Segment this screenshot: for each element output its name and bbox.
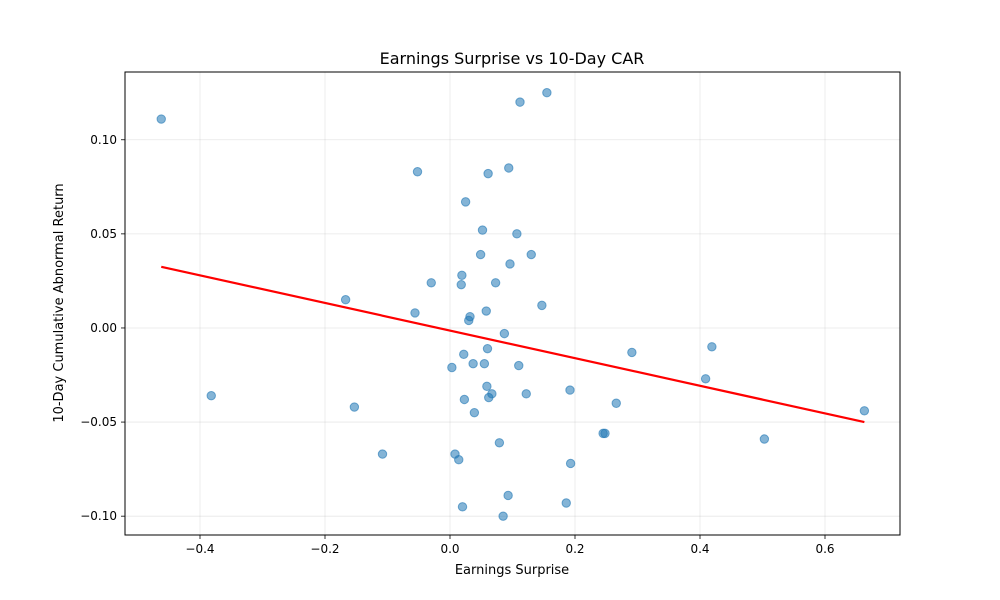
fit-line: [161, 265, 865, 424]
data-point: [707, 342, 717, 352]
y-tick-label: 0.05: [90, 227, 117, 241]
data-point: [469, 407, 480, 418]
data-point: [206, 391, 216, 401]
data-point: [459, 394, 470, 405]
data-point: [468, 359, 478, 369]
data-point: [505, 259, 515, 269]
data-point: [349, 402, 360, 412]
data-point: [457, 502, 468, 512]
data-point: [454, 455, 464, 465]
data-point: [499, 328, 510, 339]
x-tick-label: 0.2: [565, 542, 584, 556]
data-point: [457, 270, 467, 280]
data-point: [611, 398, 621, 408]
data-point: [521, 389, 531, 399]
data-point: [377, 449, 388, 459]
data-point: [340, 295, 351, 305]
plot-area-frame: [124, 71, 901, 536]
regression-line: [161, 265, 865, 424]
data-point: [759, 434, 770, 444]
data-point: [565, 385, 575, 395]
y-tick-label: −0.05: [80, 415, 117, 429]
y-tick-label: 0.10: [90, 133, 117, 147]
x-axis-ticks: −0.4 −0.2 0.0 0.2 0.4 0.6: [185, 535, 835, 556]
data-point: [700, 374, 711, 384]
data-points: [156, 88, 870, 521]
data-point: [460, 197, 471, 207]
x-tick-label: 0.4: [690, 542, 709, 556]
data-point: [482, 381, 492, 392]
data-point: [494, 438, 505, 448]
data-point: [447, 362, 457, 373]
data-point: [600, 428, 610, 439]
data-point: [512, 229, 522, 239]
y-axis-ticks: −0.10 −0.05 0.00 0.05 0.10: [80, 133, 125, 523]
data-point: [490, 278, 501, 288]
grid-lines: [125, 72, 900, 535]
data-point: [483, 168, 493, 179]
data-point: [514, 360, 524, 371]
data-point: [565, 458, 576, 469]
data-point: [426, 278, 436, 288]
data-point: [459, 349, 469, 360]
data-point: [410, 308, 420, 318]
data-point: [504, 163, 514, 173]
data-point: [156, 114, 166, 124]
data-point: [482, 343, 493, 354]
y-tick-label: −0.10: [80, 509, 117, 523]
chart-title: Earnings Surprise vs 10-Day CAR: [380, 49, 645, 68]
y-axis-label: 10-Day Cumulative Abnormal Return: [52, 183, 67, 422]
data-point: [498, 511, 508, 521]
data-point: [526, 249, 536, 260]
data-point: [537, 300, 547, 311]
data-point: [487, 389, 497, 399]
y-tick-label: 0.00: [90, 321, 117, 335]
data-point: [477, 225, 488, 235]
data-point: [561, 498, 571, 508]
data-point: [465, 311, 475, 322]
data-point: [456, 279, 466, 290]
x-tick-label: 0.6: [815, 542, 834, 556]
data-point: [475, 249, 486, 260]
data-point: [542, 88, 552, 98]
x-tick-label: −0.4: [185, 542, 214, 556]
x-axis-label: Earnings Surprise: [455, 563, 569, 578]
data-point: [412, 167, 423, 177]
x-tick-label: 0.0: [440, 542, 459, 556]
data-point: [515, 97, 525, 107]
data-point: [481, 306, 491, 316]
data-point: [627, 347, 637, 358]
x-tick-label: −0.2: [310, 542, 339, 556]
data-point: [503, 490, 513, 501]
data-point: [479, 359, 490, 369]
data-point: [859, 406, 870, 416]
